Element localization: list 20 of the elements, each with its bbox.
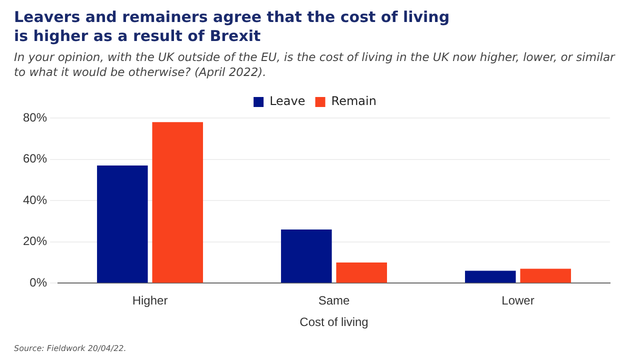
legend-label: Leave [270,94,306,108]
legend-label: Remain [331,94,376,108]
source-note: Source: Fieldwork 20/04/22. [14,344,126,353]
y-tick-label: 20% [22,234,48,248]
y-tick-label: 60% [22,152,48,166]
x-axis-title: Cost of living [300,315,368,330]
bar [152,122,204,283]
y-tick-label: 0% [30,276,48,290]
bar [97,165,148,283]
bar [520,268,571,283]
bar [465,270,516,283]
x-tick-label: Lower [502,294,534,308]
chart-subtitle: In your opinion, with the UK outside of the EU, is the cost of living in the UK now higher, lower, or similar to what it would be otherwise? (April 2022). [14,50,616,80]
bar [336,262,387,283]
bar [281,230,332,283]
x-tick-label: Same [318,294,350,308]
chart-title: Leavers and remainers agree that the cost of living is higher as a result of Brexit [14,8,451,46]
y-tick-label: 80% [22,110,48,124]
x-tick-label: Higher [132,294,168,308]
y-tick-label: 40% [22,192,48,207]
